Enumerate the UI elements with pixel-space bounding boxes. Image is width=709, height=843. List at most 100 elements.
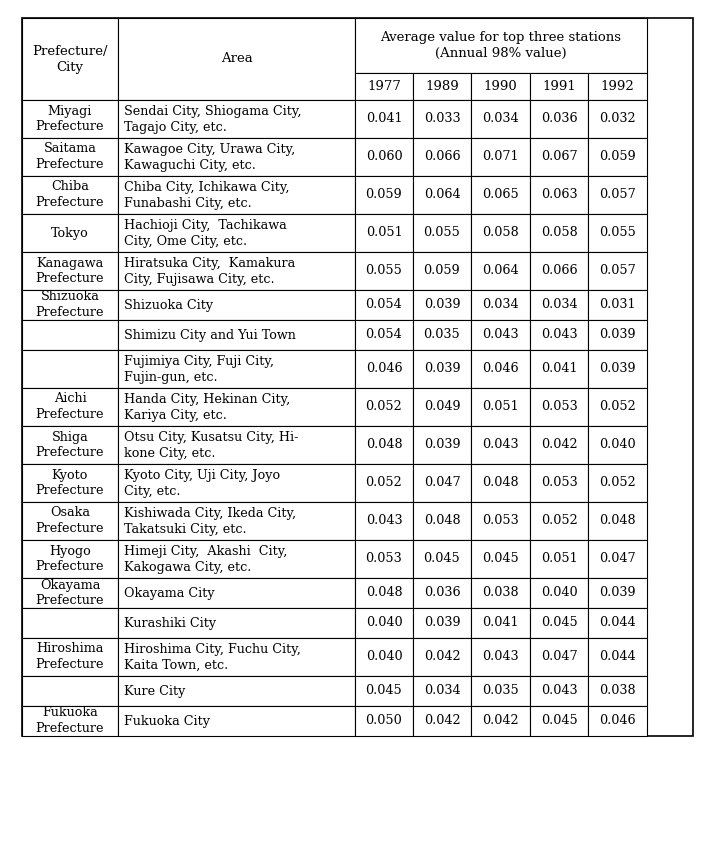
Bar — [355, 608, 413, 638]
Text: 0.045: 0.045 — [482, 552, 519, 566]
Bar — [22, 18, 693, 736]
Text: 0.057: 0.057 — [599, 189, 636, 201]
Bar — [471, 73, 530, 100]
Text: 0.043: 0.043 — [366, 514, 402, 528]
Bar — [588, 502, 647, 540]
Bar — [471, 290, 530, 320]
Bar — [118, 464, 355, 502]
Bar — [355, 464, 413, 502]
Text: Miyagi
Prefecture: Miyagi Prefecture — [35, 105, 104, 133]
Text: Hiratsuka City,  Kamakura
City, Fujisawa City, etc.: Hiratsuka City, Kamakura City, Fujisawa … — [124, 256, 295, 286]
Bar — [118, 426, 355, 464]
Bar — [355, 138, 413, 176]
Bar — [588, 638, 647, 676]
Text: Kyoto City, Uji City, Joyo
City, etc.: Kyoto City, Uji City, Joyo City, etc. — [124, 469, 280, 497]
Text: 1989: 1989 — [425, 80, 459, 93]
Bar — [471, 320, 530, 350]
Text: 0.054: 0.054 — [366, 329, 403, 341]
Bar — [22, 502, 118, 540]
Bar — [118, 350, 355, 388]
Text: Shimizu City and Yui Town: Shimizu City and Yui Town — [124, 329, 296, 341]
Text: 0.039: 0.039 — [424, 362, 460, 375]
Text: 0.059: 0.059 — [599, 151, 636, 164]
Bar — [118, 214, 355, 252]
Text: Kawagoe City, Urawa City,
Kawaguchi City, etc.: Kawagoe City, Urawa City, Kawaguchi City… — [124, 142, 295, 171]
Text: 0.039: 0.039 — [424, 438, 460, 452]
Bar — [471, 214, 530, 252]
Text: 0.039: 0.039 — [599, 362, 636, 375]
Text: Aichi
Prefecture: Aichi Prefecture — [35, 393, 104, 422]
Text: 0.045: 0.045 — [366, 685, 403, 697]
Text: Handa City, Hekinan City,
Kariya City, etc.: Handa City, Hekinan City, Kariya City, e… — [124, 393, 290, 422]
Bar — [413, 388, 471, 426]
Text: Okayama
Prefecture: Okayama Prefecture — [35, 578, 104, 608]
Text: Hiroshima City, Fuchu City,
Kaita Town, etc.: Hiroshima City, Fuchu City, Kaita Town, … — [124, 642, 301, 672]
Bar — [413, 320, 471, 350]
Text: 0.039: 0.039 — [599, 329, 636, 341]
Text: 0.045: 0.045 — [423, 552, 460, 566]
Bar — [588, 73, 647, 100]
Bar — [22, 388, 118, 426]
Text: 0.047: 0.047 — [599, 552, 636, 566]
Bar — [588, 138, 647, 176]
Bar — [588, 350, 647, 388]
Text: Hyogo
Prefecture: Hyogo Prefecture — [35, 545, 104, 573]
Text: 0.048: 0.048 — [366, 587, 402, 599]
Bar — [530, 320, 588, 350]
Text: Chiba
Prefecture: Chiba Prefecture — [35, 180, 104, 210]
Bar — [413, 608, 471, 638]
Text: 0.048: 0.048 — [424, 514, 460, 528]
Text: 0.066: 0.066 — [424, 151, 460, 164]
Bar — [588, 388, 647, 426]
Text: 0.047: 0.047 — [541, 651, 577, 663]
Bar — [588, 578, 647, 608]
Text: 0.055: 0.055 — [366, 265, 403, 277]
Bar — [413, 73, 471, 100]
Bar — [530, 290, 588, 320]
Text: 0.040: 0.040 — [541, 587, 577, 599]
Bar — [118, 320, 355, 350]
Bar — [355, 706, 413, 736]
Bar — [471, 426, 530, 464]
Bar — [355, 426, 413, 464]
Bar — [355, 502, 413, 540]
Bar — [118, 176, 355, 214]
Bar — [530, 426, 588, 464]
Bar — [530, 578, 588, 608]
Bar — [530, 138, 588, 176]
Bar — [22, 706, 118, 736]
Text: Sendai City, Shiogama City,
Tagajo City, etc.: Sendai City, Shiogama City, Tagajo City,… — [124, 105, 301, 133]
Text: 0.039: 0.039 — [599, 587, 636, 599]
Bar — [413, 464, 471, 502]
Text: Kanagawa
Prefecture: Kanagawa Prefecture — [35, 256, 104, 286]
Bar — [588, 540, 647, 578]
Bar — [22, 176, 118, 214]
Text: 0.038: 0.038 — [482, 587, 519, 599]
Text: 0.053: 0.053 — [482, 514, 519, 528]
Text: 0.044: 0.044 — [599, 616, 636, 630]
Bar — [22, 320, 118, 350]
Text: 0.052: 0.052 — [541, 514, 577, 528]
Text: 0.064: 0.064 — [482, 265, 519, 277]
Bar — [118, 706, 355, 736]
Text: 0.051: 0.051 — [482, 400, 519, 414]
Bar — [22, 464, 118, 502]
Bar — [22, 426, 118, 464]
Text: Kyoto
Prefecture: Kyoto Prefecture — [35, 469, 104, 497]
Text: Shiga
Prefecture: Shiga Prefecture — [35, 431, 104, 459]
Bar — [22, 214, 118, 252]
Bar — [22, 676, 118, 706]
Bar — [413, 706, 471, 736]
Bar — [355, 290, 413, 320]
Text: 0.071: 0.071 — [482, 151, 519, 164]
Text: Kure City: Kure City — [124, 685, 185, 697]
Text: 0.049: 0.049 — [424, 400, 460, 414]
Text: Kishiwada City, Ikeda City,
Takatsuki City, etc.: Kishiwada City, Ikeda City, Takatsuki Ci… — [124, 507, 296, 535]
Text: Prefecture/
City: Prefecture/ City — [32, 45, 108, 73]
Text: 0.041: 0.041 — [541, 362, 577, 375]
Bar — [118, 578, 355, 608]
Bar — [118, 502, 355, 540]
Bar — [413, 214, 471, 252]
Bar — [413, 252, 471, 290]
Bar — [22, 638, 118, 676]
